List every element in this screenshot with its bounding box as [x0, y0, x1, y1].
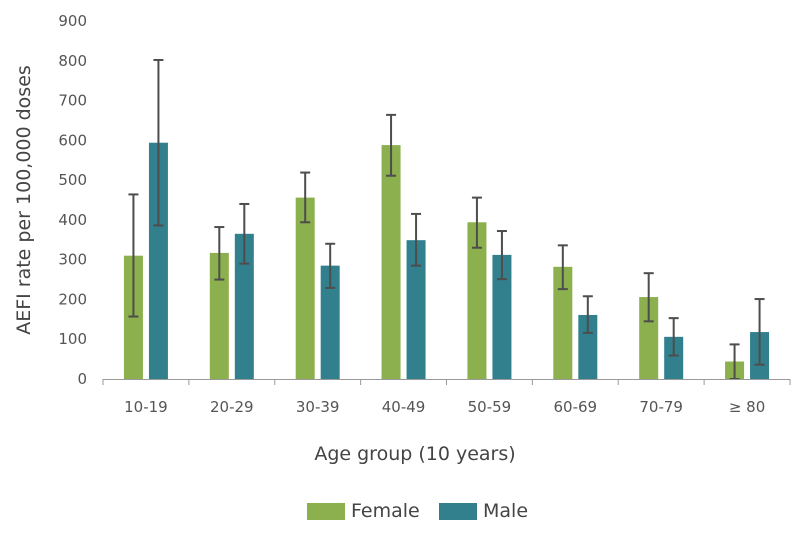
y-tick-label: 600	[58, 131, 87, 149]
x-tick-label: 10-19	[124, 398, 168, 416]
y-tick-label: 400	[58, 211, 87, 229]
legend: Female Male	[307, 500, 528, 522]
y-tick-label: 100	[58, 330, 87, 348]
y-tick-label: 800	[58, 52, 87, 70]
error-bar-male	[239, 202, 250, 265]
bar-male	[234, 233, 254, 379]
legend-swatch	[307, 503, 345, 520]
error-bar-male	[582, 295, 593, 334]
error-bar-female	[643, 272, 654, 323]
error-bar-male	[153, 58, 164, 227]
y-tick-label: 0	[77, 370, 87, 388]
error-bar-female	[214, 226, 225, 281]
y-axis-title: AEFI rate per 100,000 doses	[13, 65, 35, 335]
y-tick-label: 200	[58, 290, 87, 308]
bar-male	[578, 314, 598, 379]
bar-female	[553, 266, 573, 379]
error-bar-male	[325, 242, 336, 289]
legend-label: Female	[351, 500, 420, 522]
error-bars	[128, 58, 765, 380]
legend-swatch	[439, 503, 477, 520]
x-tick-label: 50-59	[468, 398, 512, 416]
error-bar-female	[557, 244, 568, 291]
y-tick-label: 300	[58, 251, 87, 269]
x-tick-label: 30-39	[296, 398, 340, 416]
x-tick-label: 70-79	[639, 398, 683, 416]
x-tick-label: 60-69	[554, 398, 598, 416]
legend-item-female: Female	[307, 500, 420, 522]
error-bar-female	[386, 113, 397, 177]
legend-item-male: Male	[439, 500, 528, 522]
bar-female	[381, 145, 401, 379]
bar-male	[406, 240, 426, 379]
legend-label: Male	[483, 500, 528, 522]
bar-female	[295, 197, 315, 379]
y-axis-ticks: 0 100 200 300 400 500 600 700 800 900	[58, 12, 87, 388]
error-bar-male	[754, 298, 765, 366]
y-tick-label: 900	[58, 12, 87, 30]
bar-male	[320, 265, 340, 379]
error-bar-female	[300, 171, 311, 224]
bar-male	[492, 254, 512, 379]
x-axis-ticks: 10-19 20-29 30-39 40-49 50-59 60-69 70-79 ≥ 80	[102, 379, 791, 416]
x-tick-label: 20-29	[210, 398, 254, 416]
error-bar-female	[471, 196, 482, 249]
x-tick-label: 40-49	[382, 398, 426, 416]
x-tick-label: ≥ 80	[729, 398, 765, 416]
bar-female	[639, 297, 659, 379]
bar-male	[148, 142, 168, 379]
error-bar-male	[496, 230, 507, 281]
error-bar-female	[128, 193, 139, 318]
error-bar-male	[668, 317, 679, 357]
bars	[123, 142, 770, 379]
error-bar-male	[411, 212, 422, 267]
bar-female	[209, 252, 229, 379]
bar-female	[467, 222, 487, 379]
bar-male	[664, 336, 684, 379]
x-axis-title: Age group (10 years)	[314, 443, 515, 465]
y-tick-label: 700	[58, 92, 87, 110]
y-tick-label: 500	[58, 171, 87, 189]
